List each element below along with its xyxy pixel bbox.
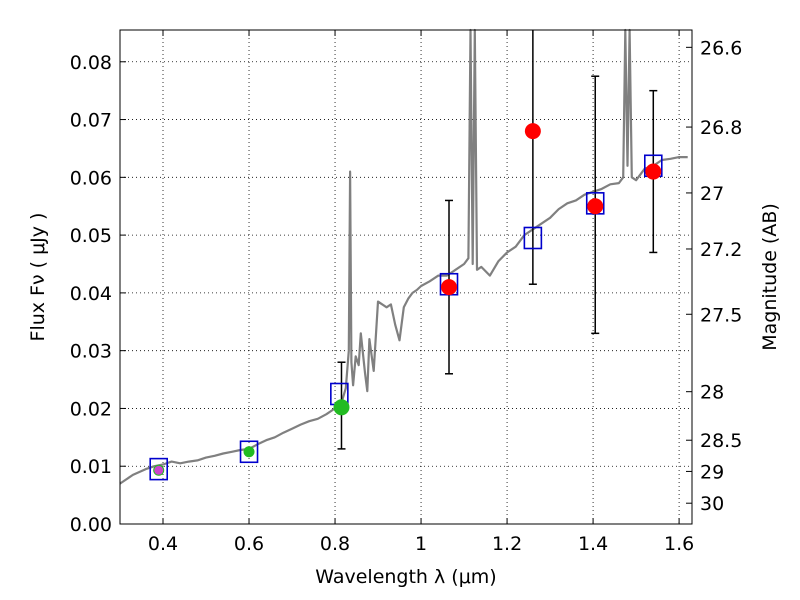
- x-tick-label: 0.4: [148, 533, 178, 555]
- right-tick-label: 29: [700, 461, 724, 483]
- x-axis-title: Wavelength λ (μm): [315, 566, 496, 588]
- x-tick-label: 0.8: [320, 533, 350, 555]
- y-axis-ticks: 0.00 0.01 0.02 0.03 0.04 0.05 0.06 0.07 0.08: [70, 52, 126, 536]
- observed-point-red: [441, 279, 458, 296]
- x-tick-label: 1: [415, 533, 427, 555]
- x-tick-label: 1.6: [664, 533, 694, 555]
- right-tick-label: 26.6: [700, 37, 742, 59]
- model-point-square: [239, 440, 259, 464]
- x-tick-label: 1.4: [578, 533, 608, 555]
- y-tick-label: 0.02: [70, 398, 112, 420]
- model-point-square: [523, 226, 543, 250]
- y-tick-label: 0.08: [70, 52, 112, 74]
- data-series: [119, 28, 688, 485]
- observed-point-overlap: [154, 465, 164, 475]
- observed-point-red: [587, 198, 604, 215]
- right-tick-label: 27.2: [700, 239, 742, 261]
- right-tick-label: 28.5: [700, 430, 742, 452]
- observed-point-red: [645, 163, 662, 180]
- right-axis-title: Magnitude (AB): [759, 203, 781, 351]
- y-tick-label: 0.03: [70, 341, 112, 363]
- grid-lines: [120, 30, 692, 525]
- right-tick-label: 27: [700, 183, 724, 205]
- observed-point-green: [333, 399, 350, 416]
- right-tick-label: 30: [700, 493, 724, 515]
- y-axis-title: Flux Fν ( μJy ): [27, 213, 49, 342]
- y-tick-label: 0.07: [70, 110, 112, 132]
- x-axis-ticks: 0.4 0.6 0.8 1 1.2 1.4 1.6: [148, 30, 694, 555]
- right-tick-label: 26.8: [700, 117, 742, 139]
- y-tick-label: 0.05: [70, 225, 112, 247]
- x-tick-label: 0.6: [234, 533, 264, 555]
- right-tick-label: 28: [700, 382, 724, 404]
- y-tick-label: 0.04: [70, 283, 112, 305]
- y-tick-label: 0.01: [70, 456, 112, 478]
- right-axis-ticks: 26.6 26.8 27 27.2 27.5 28 28.5 29 30: [686, 37, 742, 515]
- x-tick-label: 1.2: [492, 533, 522, 555]
- observed-point-green: [243, 446, 255, 458]
- plot-frame: [119, 29, 693, 525]
- right-tick-label: 27.5: [700, 304, 742, 326]
- spectrum-line: [119, 28, 688, 485]
- observed-point-red: [524, 123, 541, 140]
- y-tick-label: 0.06: [70, 167, 112, 189]
- y-tick-label: 0.00: [70, 514, 112, 536]
- model-point-square: [149, 457, 169, 481]
